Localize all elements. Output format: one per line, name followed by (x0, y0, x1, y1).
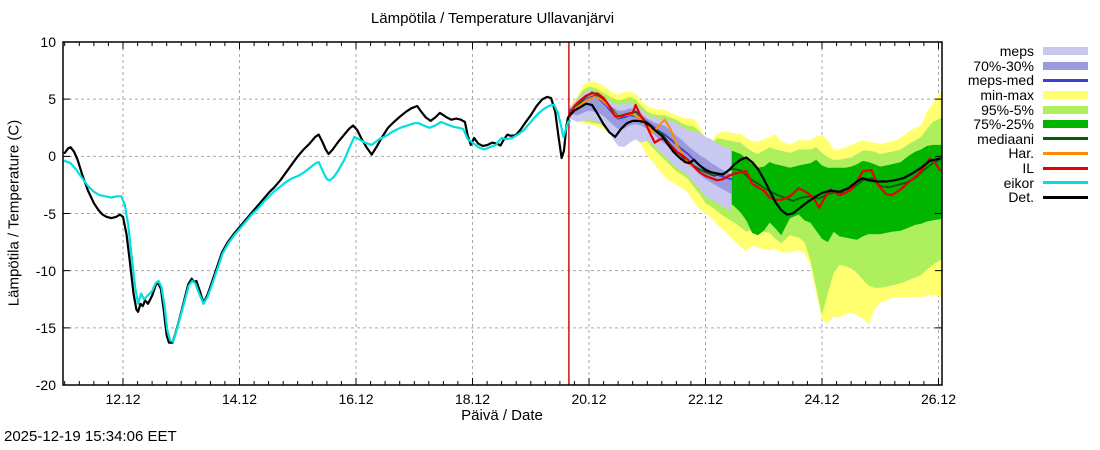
x-tick-label: 26.12 (920, 391, 957, 407)
series-det-history- (63, 95, 571, 344)
axis-ticks (63, 41, 942, 386)
y-tick-label: 10 (40, 34, 56, 50)
legend-row-eikor: eikor (968, 175, 1088, 190)
chart-legend: meps 70%-30% meps-med min-max 95%-5% 75%-25% m… (968, 44, 1088, 205)
legend-label: mediaani (977, 130, 1034, 147)
legend-row-mediaani: mediaani (968, 132, 1088, 147)
y-tick-label: -20 (35, 377, 56, 393)
legend-row-min-max: min-max (968, 88, 1088, 103)
x-tick-label: 22.12 (687, 391, 724, 407)
legend-swatch-line (1043, 166, 1088, 170)
x-tick-label: 12.12 (105, 391, 141, 407)
legend-label: meps-med (967, 72, 1034, 89)
legend-swatch-line (1043, 78, 1088, 82)
legend-row-meps-med: meps-med (968, 73, 1088, 88)
y-tick-label: -10 (35, 262, 56, 279)
series-il (568, 92, 941, 209)
series-det-forecast- (568, 102, 941, 216)
legend-swatch-line (1043, 137, 1088, 141)
x-tick-label: 24.12 (804, 391, 840, 407)
legend-label: eikor (1003, 174, 1034, 191)
legend-swatch-band (1043, 61, 1088, 70)
y-tick-label: -15 (35, 319, 56, 336)
x-axis-label: Päivä / Date (461, 407, 543, 424)
legend-row-det-: Det. (968, 190, 1088, 205)
legend-swatch-band (1043, 91, 1088, 100)
legend-label: 95%-5% (981, 101, 1034, 118)
legend-swatch-line (1043, 151, 1088, 155)
legend-label: meps (999, 43, 1034, 60)
y-tick-label: -5 (43, 205, 56, 222)
legend-label: Det. (1008, 189, 1034, 206)
legend-row-75-25-: 75%-25% (968, 117, 1088, 132)
legend-label: Har. (1008, 145, 1034, 162)
legend-swatch-band (1043, 47, 1088, 56)
legend-row-il: IL (968, 161, 1088, 176)
legend-label: 70%-30% (973, 57, 1034, 74)
x-tick-label: 20.12 (571, 391, 607, 407)
legend-row-95-5-: 95%-5% (968, 102, 1088, 117)
legend-swatch-line (1043, 195, 1088, 199)
y-tick-label: 5 (48, 91, 56, 108)
x-tick-label: 14.12 (221, 391, 257, 407)
y-tick-label: 0 (48, 148, 56, 165)
legend-swatch-band (1043, 120, 1088, 129)
generation-timestamp: 2025-12-19 15:34:06 EET (4, 428, 177, 445)
legend-label: min-max (980, 87, 1034, 104)
x-tick-label: 16.12 (338, 391, 374, 407)
legend-swatch-band (1043, 105, 1088, 114)
legend-row-har-: Har. (968, 146, 1088, 161)
band-70-30- (569, 93, 732, 195)
legend-row-70-30-: 70%-30% (968, 59, 1088, 74)
series-har- (570, 95, 692, 167)
legend-swatch-line (1043, 181, 1088, 185)
legend-label: IL (1022, 160, 1034, 177)
chart-title: Lämpötila / Temperature Ullavanjärvi (370, 10, 615, 27)
series-eikor (63, 103, 571, 343)
legend-row-meps: meps (968, 44, 1088, 59)
legend-label: 75%-25% (973, 116, 1034, 133)
x-tick-label: 18.12 (454, 391, 491, 407)
